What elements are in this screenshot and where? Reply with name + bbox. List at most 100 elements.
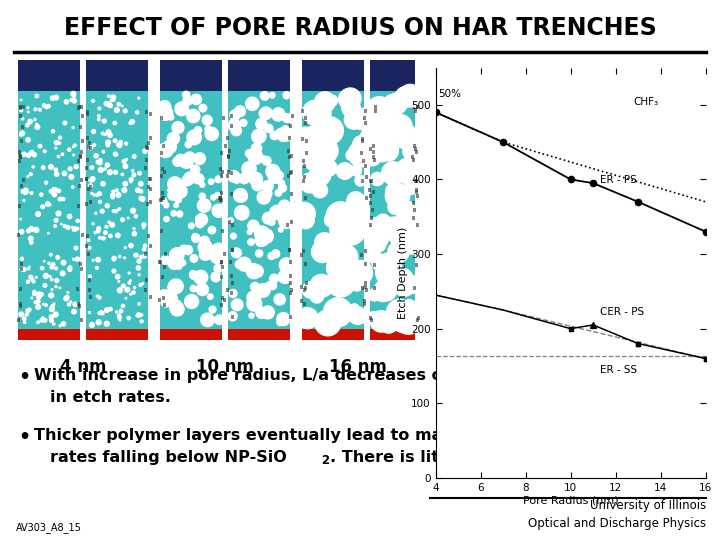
Circle shape (277, 313, 290, 326)
Bar (79, 154, 82, 158)
Bar (288, 248, 291, 252)
Text: 16 nm: 16 nm (329, 358, 387, 376)
Bar (219, 198, 222, 202)
Circle shape (399, 84, 421, 107)
Circle shape (258, 285, 268, 295)
Circle shape (64, 100, 68, 104)
Circle shape (330, 252, 352, 274)
Circle shape (376, 214, 390, 228)
Circle shape (277, 127, 292, 141)
Circle shape (158, 106, 173, 120)
Circle shape (233, 188, 247, 202)
Circle shape (200, 236, 210, 246)
Circle shape (19, 312, 24, 316)
Circle shape (104, 308, 109, 312)
Circle shape (327, 95, 338, 106)
Circle shape (197, 284, 208, 295)
Bar (289, 291, 292, 295)
Bar (300, 285, 303, 289)
Bar (305, 139, 308, 143)
Circle shape (111, 193, 115, 198)
Bar (370, 329, 415, 340)
Circle shape (355, 176, 366, 186)
Circle shape (199, 199, 210, 210)
Bar (145, 278, 148, 282)
Circle shape (76, 257, 79, 261)
Bar (81, 233, 84, 237)
Circle shape (27, 107, 29, 109)
Circle shape (239, 173, 250, 184)
Circle shape (310, 289, 323, 303)
Circle shape (109, 104, 112, 107)
Circle shape (73, 144, 76, 146)
Circle shape (142, 197, 145, 199)
Bar (163, 303, 166, 307)
Circle shape (252, 137, 257, 141)
Circle shape (50, 275, 51, 277)
Circle shape (105, 163, 109, 167)
Circle shape (312, 183, 328, 198)
Circle shape (36, 123, 37, 125)
Circle shape (43, 261, 45, 262)
Circle shape (172, 122, 184, 133)
Circle shape (52, 262, 55, 266)
Bar (364, 109, 367, 113)
Bar (89, 278, 91, 282)
Circle shape (228, 218, 233, 222)
Circle shape (215, 315, 224, 325)
Circle shape (190, 272, 197, 279)
Circle shape (215, 192, 220, 198)
Circle shape (29, 236, 33, 241)
Circle shape (199, 248, 211, 260)
Circle shape (42, 104, 45, 107)
Bar (220, 260, 223, 265)
Circle shape (104, 321, 109, 326)
Circle shape (317, 121, 329, 133)
Circle shape (278, 270, 292, 284)
Circle shape (142, 282, 143, 285)
Circle shape (29, 227, 34, 232)
Circle shape (320, 234, 348, 261)
Bar (363, 116, 366, 120)
Circle shape (115, 153, 118, 156)
Circle shape (30, 173, 32, 176)
Bar (80, 105, 84, 109)
Circle shape (119, 319, 121, 321)
Circle shape (372, 238, 386, 252)
Circle shape (73, 99, 76, 103)
Circle shape (102, 150, 104, 153)
Circle shape (53, 312, 58, 317)
Circle shape (74, 165, 78, 168)
Circle shape (252, 180, 263, 191)
Circle shape (90, 179, 93, 182)
Bar (78, 125, 81, 129)
Circle shape (279, 184, 287, 192)
Circle shape (246, 97, 259, 110)
Circle shape (312, 241, 333, 262)
Circle shape (390, 115, 400, 125)
Circle shape (98, 114, 100, 117)
Circle shape (34, 301, 37, 303)
Circle shape (55, 279, 59, 282)
Circle shape (265, 282, 274, 290)
Circle shape (59, 325, 61, 327)
Circle shape (255, 232, 269, 246)
Circle shape (198, 240, 212, 254)
Circle shape (112, 256, 116, 261)
Circle shape (37, 300, 40, 303)
Circle shape (192, 234, 200, 242)
Bar (86, 60, 148, 91)
Circle shape (337, 217, 365, 245)
Circle shape (377, 150, 389, 161)
Text: rates falling below NP-SiO: rates falling below NP-SiO (50, 450, 287, 465)
Circle shape (248, 270, 253, 275)
Bar (22, 125, 24, 129)
Circle shape (183, 96, 192, 105)
Circle shape (68, 214, 72, 219)
Circle shape (271, 108, 285, 121)
Circle shape (344, 204, 362, 222)
Circle shape (158, 100, 171, 113)
Circle shape (117, 144, 118, 145)
Circle shape (60, 271, 65, 276)
Circle shape (110, 99, 113, 102)
